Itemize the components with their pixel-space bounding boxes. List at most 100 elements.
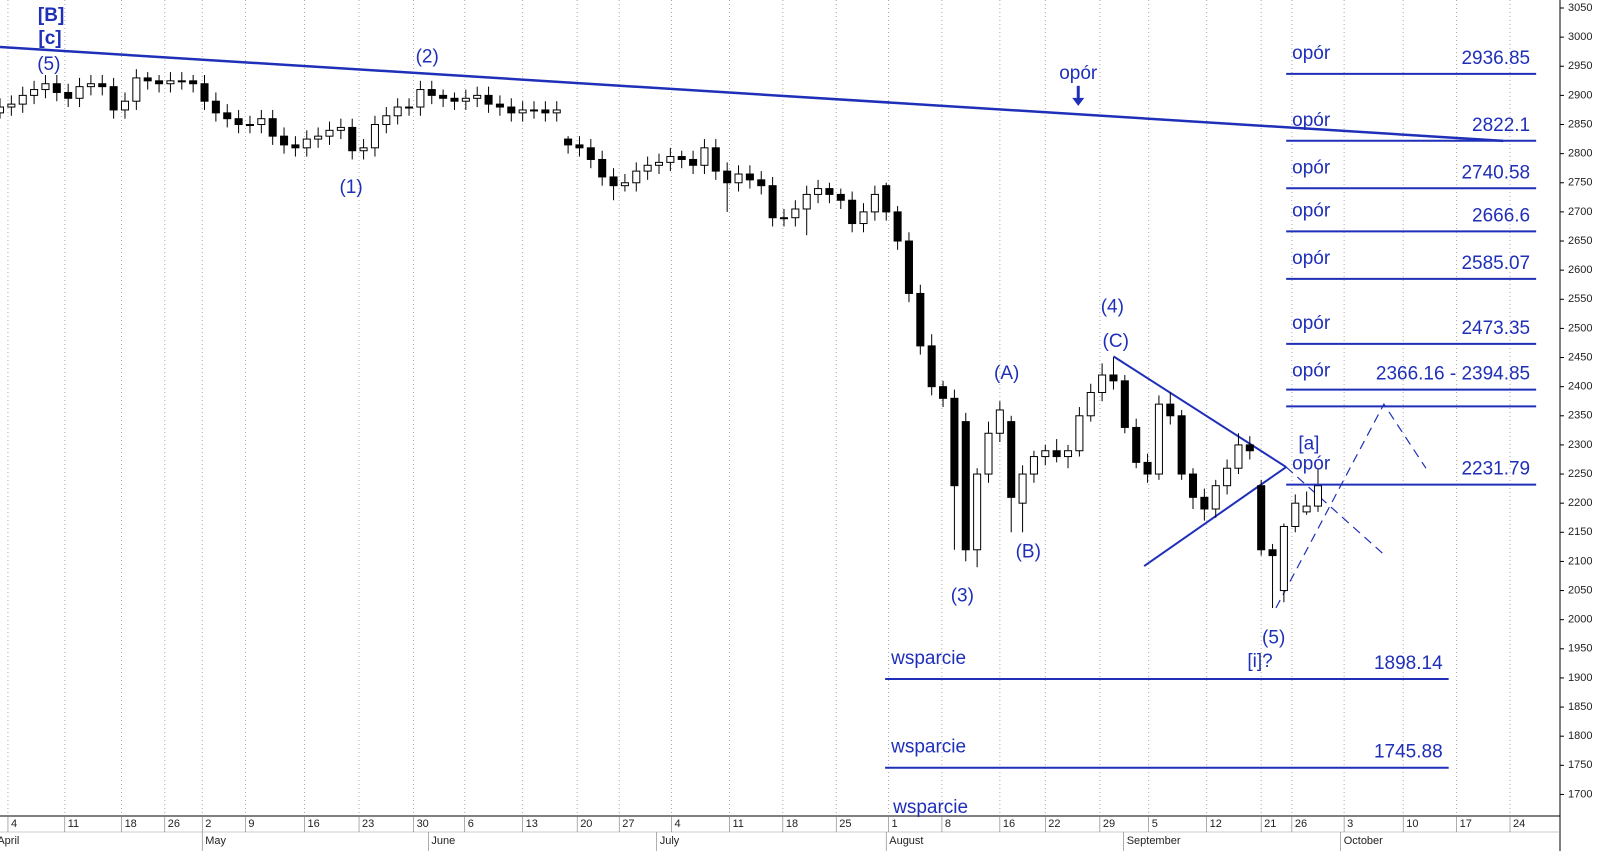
candle-body [916, 292, 925, 347]
level-label: opór [1292, 157, 1331, 178]
x-tick-label: 9 [248, 818, 254, 830]
x-tick-label: 6 [468, 818, 474, 830]
x-tick-label: 1 [892, 818, 898, 830]
candle-body [7, 103, 16, 108]
candle-body [1064, 450, 1073, 458]
level-label: opór [1292, 200, 1331, 221]
level-label: opór [1292, 454, 1331, 475]
candle-body [75, 86, 84, 99]
candle-body [143, 77, 152, 82]
candle-body [1313, 485, 1323, 507]
wave-label: (3) [951, 585, 974, 606]
candle-body [268, 118, 277, 137]
candle-body [1120, 380, 1129, 428]
candle-body [370, 124, 379, 149]
x-tick-label: 10 [1406, 818, 1418, 830]
x-tick-label: 18 [125, 818, 137, 830]
candle-body [359, 147, 368, 152]
x-tick-label: 30 [417, 818, 429, 830]
candle-body [1007, 421, 1016, 498]
x-tick-label: 5 [1152, 818, 1158, 830]
candle-body [507, 106, 516, 114]
candle-body [405, 106, 414, 109]
candle-body [98, 83, 107, 88]
candle-body [1268, 549, 1277, 557]
x-tick-label: 12 [1210, 818, 1222, 830]
candle-body [257, 118, 266, 126]
candle-body [814, 188, 823, 195]
candle-body [1052, 450, 1061, 458]
projection [1285, 466, 1385, 555]
y-tick-label: 1950 [1568, 643, 1592, 655]
wave-label: (5) [1262, 627, 1285, 648]
wave-label: [i]? [1247, 651, 1272, 672]
candle-body [450, 97, 459, 102]
trendline [0, 45, 1504, 143]
level-value: 2822.1 [1472, 115, 1530, 136]
candle-body [541, 109, 550, 114]
y-tick-label: 2200 [1568, 497, 1592, 509]
candle-body [1086, 391, 1095, 417]
trendline [1112, 355, 1287, 468]
candle-body [700, 147, 709, 166]
month-label: April [0, 835, 19, 847]
x-tick-label: 20 [580, 818, 592, 830]
x-tick-label: 17 [1460, 818, 1472, 830]
candle-body [1018, 473, 1027, 504]
candle-body [995, 409, 1004, 434]
candle-body [598, 158, 607, 178]
level-label: opór [1292, 110, 1331, 131]
wave-label: [B] [38, 5, 64, 26]
x-tick-label: 23 [362, 818, 374, 830]
candle-body [302, 138, 311, 149]
candle-body [1109, 374, 1118, 382]
candle-body [325, 129, 334, 137]
x-tick-label: 18 [786, 818, 798, 830]
level-label: opór [1292, 43, 1331, 64]
candle-body [1257, 485, 1266, 551]
level-value: 2585.07 [1461, 253, 1530, 274]
level-value: 2666.6 [1472, 205, 1530, 226]
x-tick-label: 26 [1295, 818, 1307, 830]
candle-body [1098, 374, 1107, 393]
wave-label: [c] [38, 28, 61, 49]
candle-body [416, 89, 425, 108]
x-tick-label: 27 [622, 818, 634, 830]
month-label: July [660, 835, 680, 847]
candle-body [518, 109, 527, 114]
candle-body [86, 83, 95, 88]
x-tick-label: 2 [205, 818, 211, 830]
wave-label: (4) [1101, 296, 1124, 317]
candle-body [779, 217, 788, 220]
candle-body [52, 83, 61, 93]
level-value: 1898.14 [1374, 653, 1443, 674]
candle-body [382, 115, 391, 126]
x-tick-label: 16 [1003, 818, 1015, 830]
x-tick-label: 11 [68, 818, 79, 830]
candle-body [1029, 456, 1038, 475]
projection [1275, 402, 1427, 609]
candle-body [745, 173, 754, 181]
x-tick-label: 11 [732, 818, 743, 830]
candle-body [734, 173, 743, 184]
level-label: opór [1292, 313, 1331, 334]
y-tick-label: 2350 [1568, 410, 1592, 422]
candle-body [552, 109, 561, 114]
y-tick-label: 1800 [1568, 730, 1592, 742]
y-tick-label: 2900 [1568, 89, 1592, 101]
candle-body [620, 182, 629, 187]
candle-body [348, 126, 357, 152]
candle-body [439, 94, 448, 99]
candle-body [575, 144, 584, 149]
candle-body [882, 185, 891, 213]
candle-body [234, 118, 243, 126]
candle-body [314, 135, 323, 140]
candle-body [393, 106, 402, 117]
trendline [1143, 466, 1287, 567]
candle-body [120, 100, 130, 111]
level-label: opór [1292, 361, 1331, 382]
candle-body [1177, 415, 1186, 475]
level-label: wsparcie [890, 648, 966, 669]
y-tick-label: 2100 [1568, 555, 1592, 567]
